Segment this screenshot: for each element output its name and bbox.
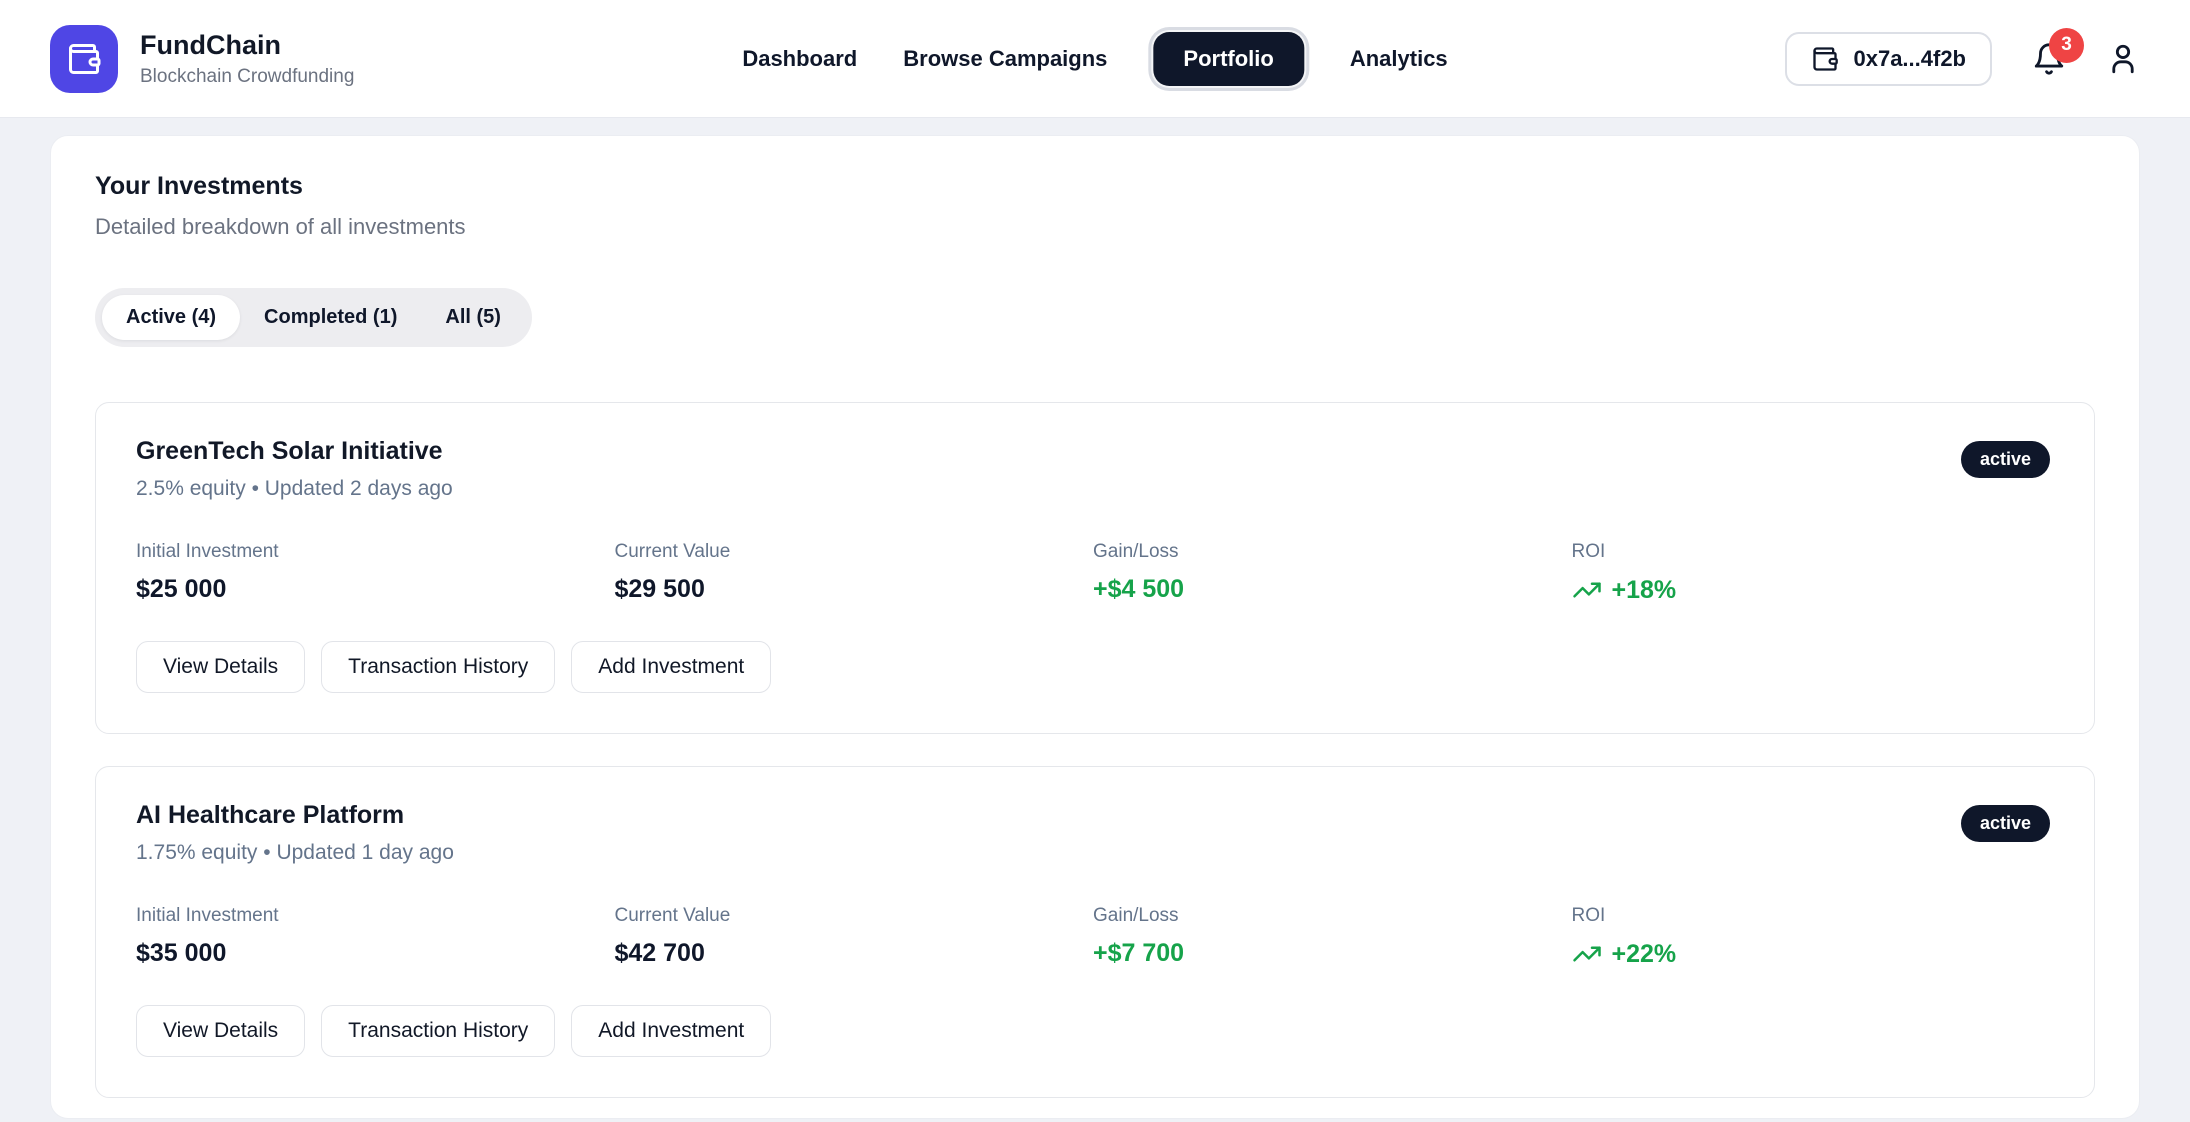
investment-name: GreenTech Solar Initiative [136, 437, 443, 465]
notifications-button[interactable]: 3 [2032, 27, 2084, 76]
transaction-history-button[interactable]: Transaction History [321, 1005, 556, 1057]
trending-up-icon [1572, 946, 1601, 962]
stat-label: ROI [1571, 541, 1606, 562]
stat-roi: ROI +22% [1572, 905, 2051, 969]
view-details-button[interactable]: View Details [136, 1005, 306, 1057]
nav-portfolio[interactable]: Portfolio [1153, 31, 1304, 86]
stat-value: $29 500 [614, 575, 705, 603]
view-details-button[interactable]: View Details [136, 641, 306, 693]
wallet-icon [1813, 46, 1839, 71]
page-title: Your Investments [95, 172, 303, 200]
brand-text: FundChain Blockchain Crowdfunding [140, 29, 354, 87]
stat-value: $25 000 [136, 575, 227, 603]
nav-browse-campaigns[interactable]: Browse Campaigns [903, 45, 1108, 71]
add-investment-button[interactable]: Add Investment [571, 1005, 772, 1057]
investment-card: active AI Healthcare Platform 1.75% equi… [95, 766, 2095, 1098]
investment-meta: 2.5% equity • Updated 2 days ago [136, 477, 453, 500]
investment-name: AI Healthcare Platform [136, 801, 405, 829]
brand: FundChain Blockchain Crowdfunding [50, 24, 354, 93]
tab-completed[interactable]: Completed (1) [264, 306, 398, 328]
profile-button[interactable] [2106, 42, 2140, 76]
notification-badge: 3 [2049, 27, 2084, 63]
tab-all[interactable]: All (5) [445, 306, 501, 328]
app-header: FundChain Blockchain Crowdfunding Dashbo… [0, 0, 2190, 118]
stat-initial-investment: Initial Investment $35 000 [136, 905, 615, 969]
stat-label: Current Value [614, 905, 731, 926]
app-logo [50, 24, 118, 93]
stat-label: Initial Investment [136, 541, 279, 562]
status-badge: active [1960, 805, 2050, 842]
stat-current-value: Current Value $42 700 [615, 905, 1094, 969]
stats-grid: Initial Investment $35 000 Current Value… [136, 905, 2050, 969]
user-icon [2112, 44, 2134, 73]
investment-filter-tabs: Active (4) Completed (1) All (5) [95, 288, 532, 347]
add-investment-button[interactable]: Add Investment [571, 641, 772, 693]
wallet-address-button[interactable]: 0x7a...4f2b [1785, 31, 1992, 86]
investment-card-list: active GreenTech Solar Initiative 2.5% e… [95, 402, 2095, 1098]
stat-current-value: Current Value $29 500 [615, 541, 1094, 605]
tab-active[interactable]: Active (4) [102, 295, 241, 340]
page-subtitle: Detailed breakdown of all investments [95, 214, 466, 239]
stat-label: Gain/Loss [1093, 905, 1179, 926]
stat-value: +22% [1572, 939, 2051, 969]
main-nav: Dashboard Browse Campaigns Portfolio Ana… [742, 31, 1448, 86]
card-actions: View Details Transaction History Add Inv… [136, 1005, 2050, 1057]
stat-gain-loss: Gain/Loss +$4 500 [1093, 541, 1572, 605]
stats-grid: Initial Investment $25 000 Current Value… [136, 541, 2050, 605]
stat-value: $35 000 [136, 939, 227, 967]
stat-label: Gain/Loss [1093, 541, 1179, 562]
stat-value: +$4 500 [1093, 575, 1185, 603]
stat-label: ROI [1571, 905, 1606, 926]
card-actions: View Details Transaction History Add Inv… [136, 641, 2050, 693]
header-right: 0x7a...4f2b 3 [1785, 27, 2140, 86]
roi-value: +18% [1611, 575, 1677, 604]
stat-label: Current Value [614, 541, 731, 562]
stat-gain-loss: Gain/Loss +$7 700 [1093, 905, 1572, 969]
brand-name: FundChain [140, 30, 281, 61]
stat-value: +18% [1572, 575, 2051, 605]
portfolio-panel: Your Investments Detailed breakdown of a… [50, 135, 2140, 1119]
investment-card: active GreenTech Solar Initiative 2.5% e… [95, 402, 2095, 734]
stat-label: Initial Investment [136, 905, 279, 926]
brand-tagline: Blockchain Crowdfunding [140, 65, 355, 87]
stat-value: +$7 700 [1093, 939, 1185, 967]
wallet-icon [69, 43, 101, 74]
nav-dashboard[interactable]: Dashboard [742, 45, 858, 71]
roi-value: +22% [1611, 939, 1677, 968]
stat-initial-investment: Initial Investment $25 000 [136, 541, 615, 605]
trending-up-icon [1572, 582, 1601, 598]
transaction-history-button[interactable]: Transaction History [321, 641, 556, 693]
stat-value: $42 700 [614, 939, 705, 967]
nav-analytics[interactable]: Analytics [1349, 45, 1448, 71]
status-badge: active [1960, 441, 2050, 478]
investment-meta: 1.75% equity • Updated 1 day ago [136, 841, 454, 864]
stat-roi: ROI +18% [1572, 541, 2051, 605]
wallet-address: 0x7a...4f2b [1853, 45, 1966, 71]
